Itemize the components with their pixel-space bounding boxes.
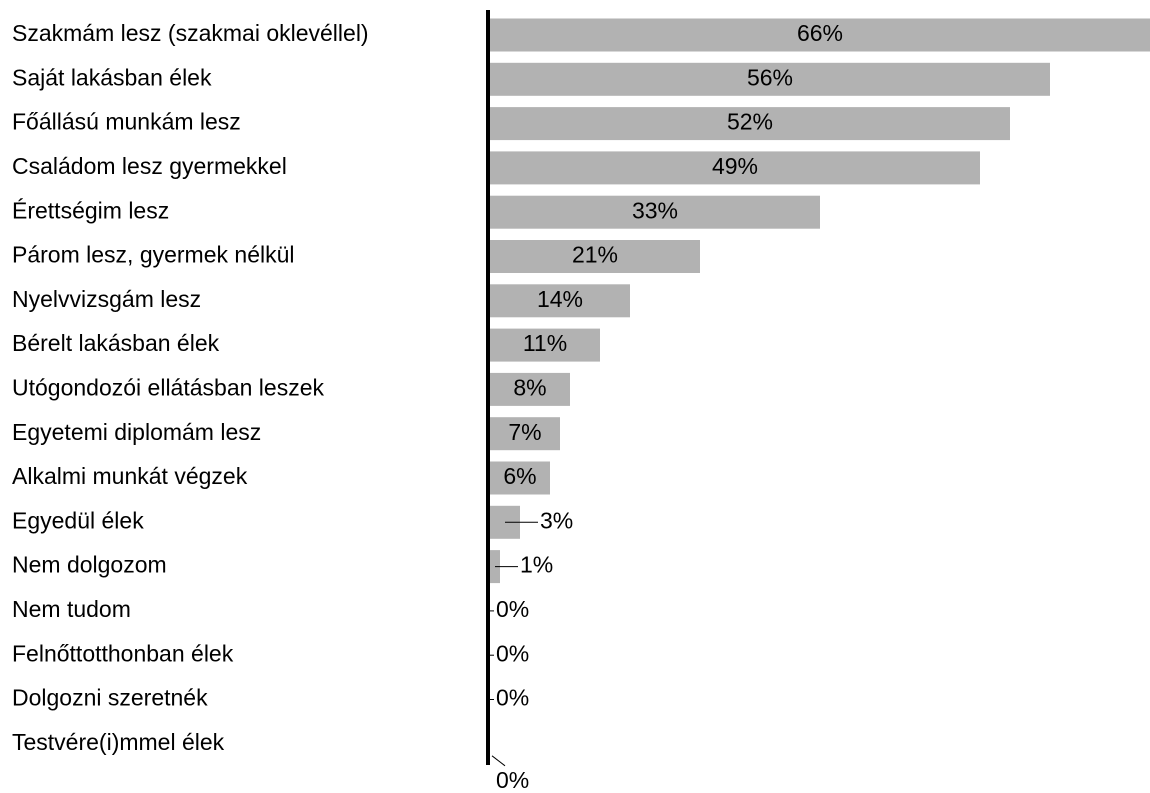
value-label: 66% — [797, 20, 843, 46]
category-label: Utógondozói ellátásban leszek — [12, 374, 324, 400]
bar — [490, 284, 630, 318]
value-label: 0% — [496, 596, 529, 622]
leader-line — [491, 755, 506, 767]
category-label: Nyelvvizsgám lesz — [12, 286, 201, 312]
value-label: 8% — [513, 374, 546, 400]
value-label: 33% — [632, 197, 678, 223]
value-label: 0% — [496, 767, 529, 793]
category-label: Szakmám lesz (szakmai oklevéllel) — [12, 20, 369, 46]
value-label: 52% — [727, 109, 773, 135]
category-label: Felnőttotthonban élek — [12, 640, 234, 666]
bar — [490, 240, 700, 273]
value-label: 49% — [712, 153, 758, 179]
category-label: Érettségim lesz — [12, 197, 169, 223]
bar — [490, 372, 570, 406]
value-label: 11% — [523, 330, 567, 356]
bar — [490, 18, 1150, 52]
bar — [490, 62, 1050, 96]
category-label: Családom lesz gyermekkel — [12, 153, 287, 179]
value-label: 0% — [496, 640, 529, 666]
category-label: Testvére(i)mmel élek — [12, 729, 225, 755]
category-label: Egyedül élek — [12, 507, 144, 533]
category-label: Egyetemi diplomám lesz — [12, 419, 261, 445]
value-label: 0% — [496, 685, 529, 711]
category-label: Nem tudom — [12, 596, 131, 622]
category-label: Főállású munkám lesz — [12, 109, 241, 135]
value-label: 6% — [503, 463, 536, 489]
value-label: 14% — [537, 286, 583, 312]
category-label: Alkalmi munkát végzek — [12, 463, 248, 489]
value-label: 56% — [747, 64, 793, 90]
category-label: Dolgozni szeretnék — [12, 685, 208, 711]
bar — [490, 151, 980, 185]
category-label: Bérelt lakásban élek — [12, 330, 220, 356]
bar — [490, 107, 1010, 141]
value-label: 3% — [540, 507, 573, 533]
category-label: Saját lakásban élek — [12, 64, 212, 90]
category-label: Párom lesz, gyermek nélkül — [12, 242, 295, 268]
category-label: Nem dolgozom — [12, 552, 167, 578]
value-label: 21% — [572, 242, 618, 268]
bar — [490, 195, 820, 229]
value-label: 1% — [520, 552, 553, 578]
bar — [490, 417, 560, 451]
bar — [490, 461, 550, 495]
bar — [490, 328, 600, 362]
value-label: 7% — [508, 419, 541, 445]
